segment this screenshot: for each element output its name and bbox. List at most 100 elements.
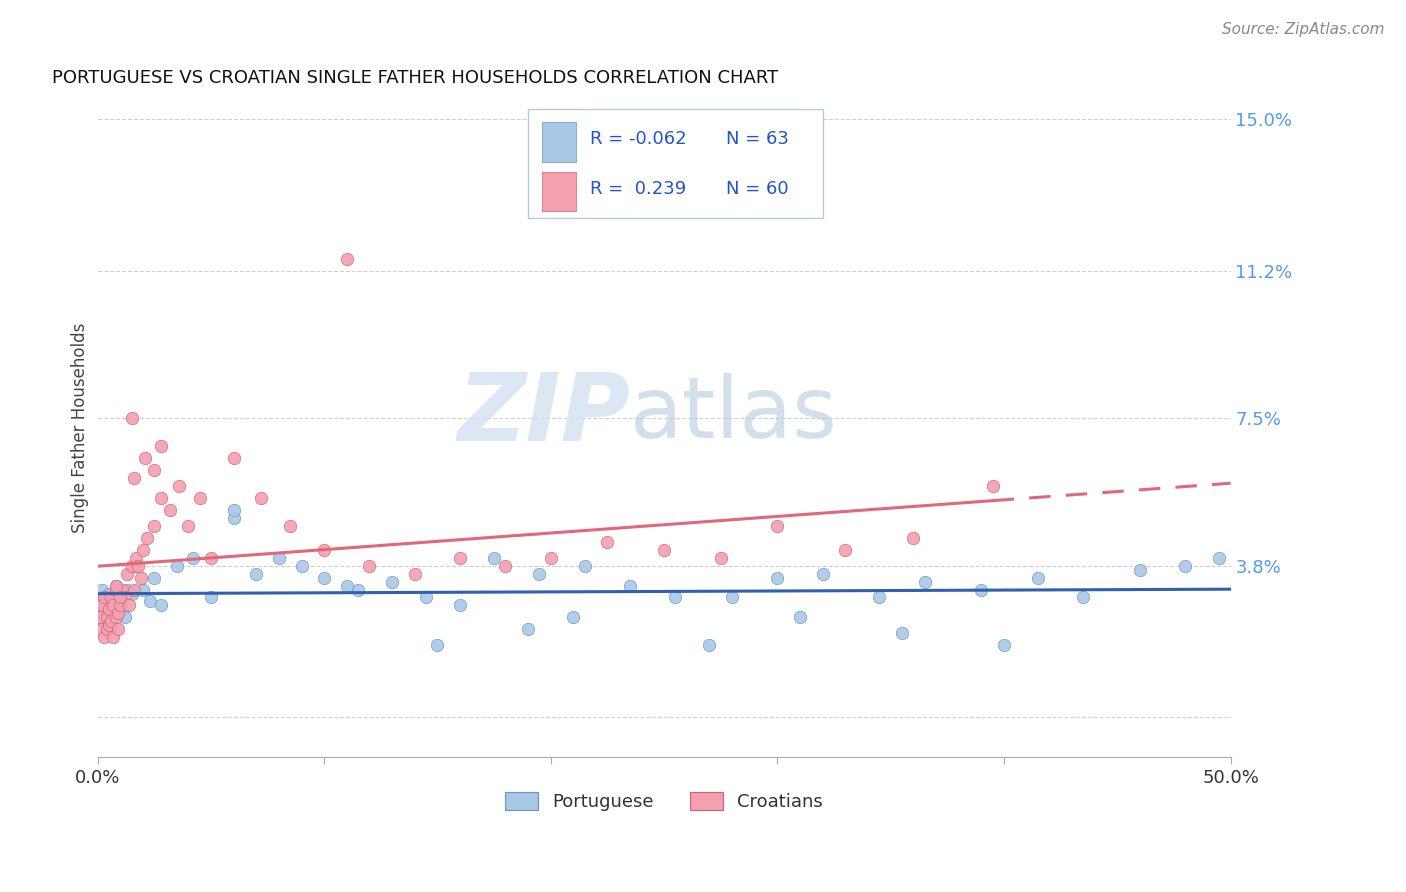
- Point: [1208, 550, 1230, 565]
- Text: Source: ZipAtlas.com: Source: ZipAtlas.com: [1222, 22, 1385, 37]
- Point: [789, 610, 811, 624]
- Point: [134, 450, 156, 465]
- Point: [200, 591, 222, 605]
- Point: [107, 599, 129, 613]
- Point: [347, 582, 370, 597]
- Point: [96, 599, 118, 613]
- Point: [766, 570, 789, 584]
- Point: [159, 503, 181, 517]
- Point: [114, 591, 136, 605]
- Text: N = 63: N = 63: [727, 130, 789, 148]
- Point: [1129, 563, 1152, 577]
- Point: [121, 586, 143, 600]
- Point: [110, 599, 132, 613]
- Point: [596, 534, 619, 549]
- Legend: Portuguese, Croatians: Portuguese, Croatians: [496, 783, 832, 821]
- Point: [150, 599, 173, 613]
- Point: [167, 479, 190, 493]
- Text: R = -0.062: R = -0.062: [591, 130, 688, 148]
- Point: [619, 578, 641, 592]
- Point: [103, 631, 125, 645]
- Point: [766, 518, 789, 533]
- Point: [118, 599, 141, 613]
- Point: [93, 631, 115, 645]
- Point: [143, 463, 166, 477]
- Point: [111, 602, 134, 616]
- Point: [104, 610, 127, 624]
- Point: [166, 558, 188, 573]
- Point: [103, 591, 125, 605]
- Point: [993, 638, 1015, 652]
- Point: [574, 558, 596, 573]
- Point: [903, 531, 925, 545]
- Point: [132, 582, 155, 597]
- Point: [517, 623, 540, 637]
- Point: [91, 599, 114, 613]
- Point: [104, 578, 127, 592]
- Point: [721, 591, 744, 605]
- Point: [181, 550, 204, 565]
- Point: [125, 558, 148, 573]
- Point: [107, 623, 129, 637]
- Point: [970, 582, 993, 597]
- Point: [97, 602, 120, 616]
- Point: [136, 531, 159, 545]
- Point: [100, 591, 122, 605]
- Point: [93, 615, 115, 629]
- Point: [121, 411, 143, 425]
- Point: [89, 610, 111, 624]
- Text: PORTUGUESE VS CROATIAN SINGLE FATHER HOUSEHOLDS CORRELATION CHART: PORTUGUESE VS CROATIAN SINGLE FATHER HOU…: [52, 69, 779, 87]
- Point: [96, 610, 118, 624]
- Point: [540, 550, 562, 565]
- Point: [115, 582, 138, 597]
- Point: [129, 570, 152, 584]
- Point: [103, 610, 125, 624]
- Point: [314, 542, 336, 557]
- Point: [91, 623, 114, 637]
- Point: [89, 599, 111, 613]
- Point: [245, 566, 267, 581]
- Point: [96, 610, 118, 624]
- Point: [981, 479, 1004, 493]
- Point: [278, 518, 301, 533]
- Text: R =  0.239: R = 0.239: [591, 180, 686, 198]
- Point: [652, 542, 675, 557]
- Point: [529, 566, 551, 581]
- Point: [91, 607, 114, 621]
- Point: [100, 618, 122, 632]
- Point: [811, 566, 834, 581]
- Point: [150, 491, 173, 505]
- FancyBboxPatch shape: [529, 109, 823, 218]
- Point: [97, 618, 120, 632]
- Point: [834, 542, 856, 557]
- Point: [91, 582, 114, 597]
- Point: [891, 626, 914, 640]
- Point: [127, 558, 149, 573]
- FancyBboxPatch shape: [541, 122, 575, 161]
- Point: [914, 574, 936, 589]
- Point: [111, 582, 134, 597]
- Point: [110, 591, 132, 605]
- Point: [336, 578, 359, 592]
- Point: [868, 591, 890, 605]
- Point: [107, 607, 129, 621]
- Point: [200, 550, 222, 565]
- Y-axis label: Single Father Households: Single Father Households: [72, 323, 89, 533]
- Point: [143, 518, 166, 533]
- Point: [103, 599, 125, 613]
- Point: [122, 471, 145, 485]
- Point: [495, 558, 517, 573]
- Point: [699, 638, 721, 652]
- Text: N = 60: N = 60: [727, 180, 789, 198]
- Point: [96, 623, 118, 637]
- Point: [267, 550, 290, 565]
- Point: [249, 491, 271, 505]
- Point: [104, 578, 127, 592]
- Text: atlas: atlas: [630, 374, 838, 457]
- Point: [222, 450, 245, 465]
- Point: [415, 591, 437, 605]
- Point: [381, 574, 404, 589]
- Point: [100, 615, 122, 629]
- Point: [449, 550, 471, 565]
- Point: [336, 252, 359, 266]
